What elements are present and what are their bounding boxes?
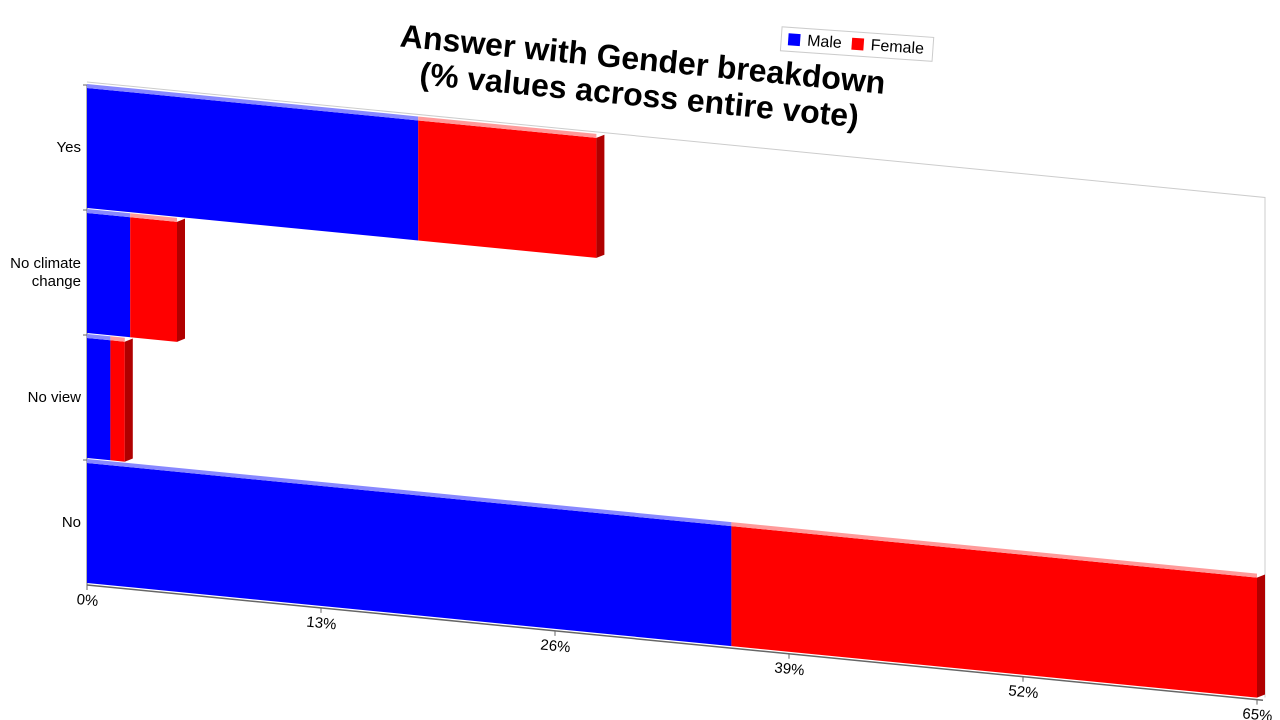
bar-side (124, 338, 133, 462)
bar-top (731, 522, 1257, 578)
bar-top (130, 213, 177, 222)
x-tick-label: 26% (540, 636, 572, 656)
bar-top (418, 116, 597, 138)
bar-top (87, 334, 111, 341)
bar (110, 340, 125, 462)
legend-swatch (851, 37, 865, 51)
bar-top (87, 459, 732, 527)
bar-side (1257, 574, 1265, 698)
x-tick-label: 0% (76, 591, 99, 610)
y-tick-label: Yes (56, 138, 81, 156)
legend-swatch (787, 33, 801, 47)
y-tick-label: No view (27, 388, 81, 406)
plot-frame (86, 81, 1266, 698)
x-tick-label: 52% (1008, 682, 1040, 702)
bar-side (596, 134, 605, 258)
x-axis (86, 584, 1264, 701)
x-tick-label: 13% (306, 614, 338, 634)
x-tick-label: 65% (1242, 705, 1274, 720)
bar (731, 526, 1257, 698)
x-tick-label: 39% (774, 659, 806, 679)
bar-top (110, 336, 125, 342)
bar (130, 217, 177, 342)
bar-top (87, 84, 419, 121)
bar (418, 120, 597, 258)
y-tick-label: No (61, 513, 81, 531)
bar (87, 338, 111, 461)
bar-top (87, 209, 131, 218)
legend: Male Female (779, 26, 935, 62)
bar-side (177, 218, 185, 342)
legend-label: Female (870, 37, 925, 58)
bar (87, 213, 131, 338)
y-tick-label: No climate change (10, 254, 81, 290)
legend-label: Male (807, 33, 843, 52)
bar (87, 463, 732, 647)
bar (87, 88, 419, 241)
